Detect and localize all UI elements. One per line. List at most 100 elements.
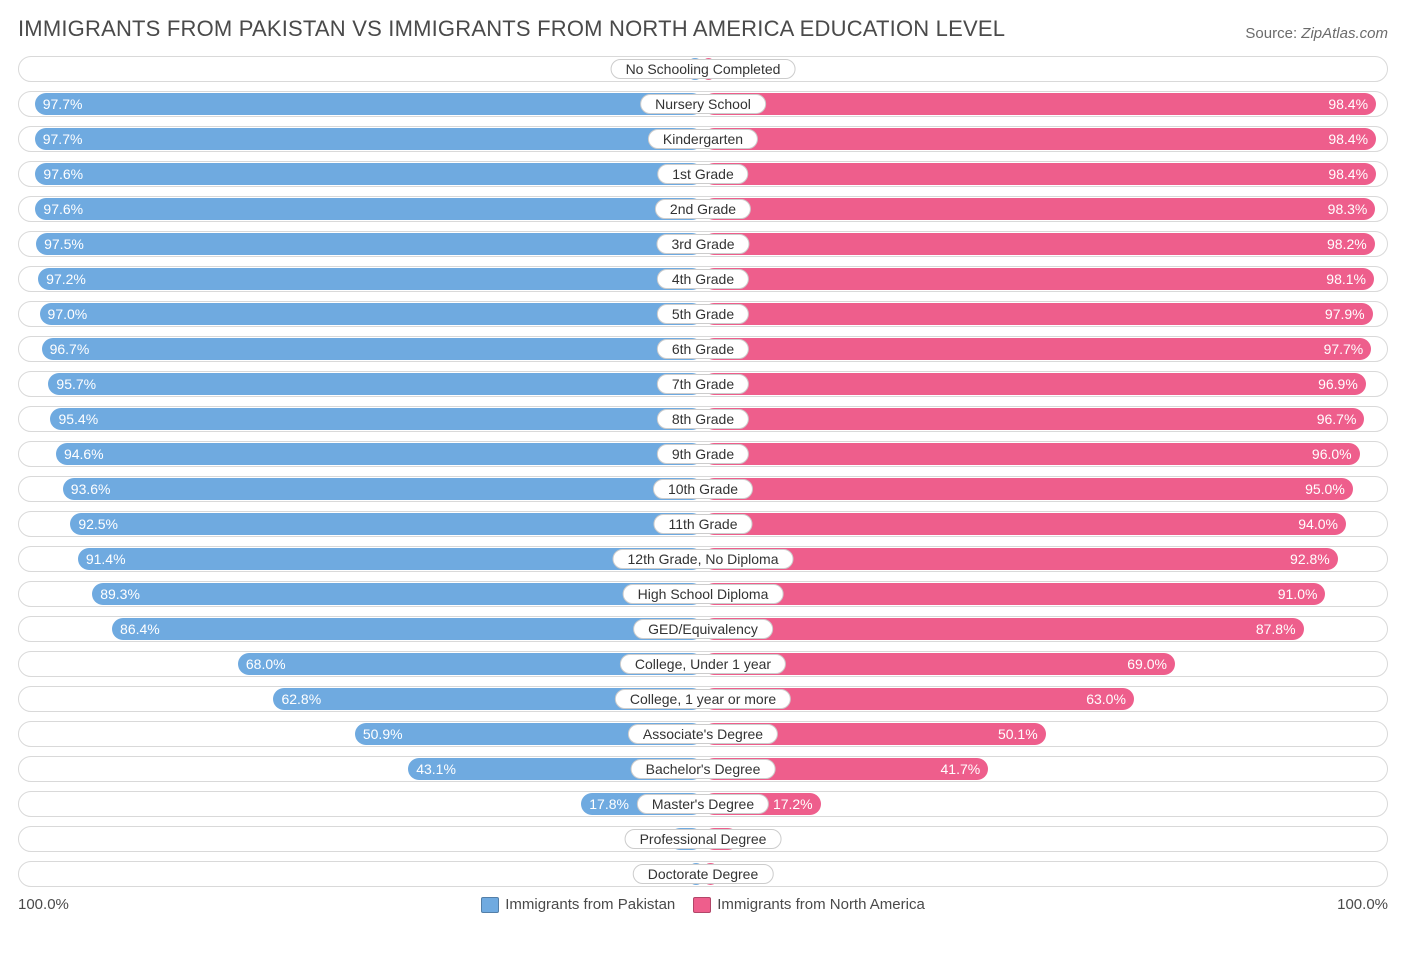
value-left: 62.8% xyxy=(281,691,321,707)
legend-swatch-left xyxy=(481,897,499,913)
bar-right xyxy=(703,163,1376,185)
chart-row: 97.7% 98.4% Kindergarten xyxy=(18,126,1388,152)
bar-left xyxy=(78,548,703,570)
category-label: Doctorate Degree xyxy=(633,864,774,884)
value-left: 97.7% xyxy=(43,96,83,112)
legend: Immigrants from Pakistan Immigrants from… xyxy=(69,896,1337,913)
value-left: 89.3% xyxy=(100,586,140,602)
chart-row: 62.8%63.0%College, 1 year or more xyxy=(18,686,1388,712)
chart-row: 89.3% 91.0% High School Diploma xyxy=(18,581,1388,607)
category-label: 1st Grade xyxy=(657,164,748,184)
category-label: Bachelor's Degree xyxy=(631,759,776,779)
category-label: 12th Grade, No Diploma xyxy=(613,549,794,569)
bar-left xyxy=(112,618,703,640)
category-label: Kindergarten xyxy=(648,129,758,149)
axis-right-max: 100.0% xyxy=(1337,896,1388,913)
value-right: 41.7% xyxy=(941,761,981,777)
bar-left xyxy=(35,93,703,115)
bar-left xyxy=(50,408,703,430)
category-label: 8th Grade xyxy=(657,409,749,429)
value-right: 98.1% xyxy=(1326,271,1366,287)
category-label: Professional Degree xyxy=(625,829,782,849)
chart-row: 97.6%98.4%1st Grade xyxy=(18,161,1388,187)
chart-row: 2.3%1.6%No Schooling Completed xyxy=(18,56,1388,82)
chart-row: 2.1%2.2%Doctorate Degree xyxy=(18,861,1388,887)
bar-left xyxy=(38,268,703,290)
chart-row: 43.1%41.7%Bachelor's Degree xyxy=(18,756,1388,782)
value-right: 98.4% xyxy=(1328,131,1368,147)
bar-left xyxy=(35,128,703,150)
value-right: 87.8% xyxy=(1256,621,1296,637)
value-left: 91.4% xyxy=(86,551,126,567)
bar-right xyxy=(703,233,1375,255)
value-left: 68.0% xyxy=(246,656,286,672)
value-left: 94.6% xyxy=(64,446,104,462)
bar-left xyxy=(63,478,703,500)
chart-row: 97.6%98.3%2nd Grade xyxy=(18,196,1388,222)
category-label: College, Under 1 year xyxy=(620,654,786,674)
legend-item-left: Immigrants from Pakistan xyxy=(481,896,675,913)
value-right: 95.0% xyxy=(1305,481,1345,497)
chart-row: 96.7%97.7%6th Grade xyxy=(18,336,1388,362)
legend-item-right: Immigrants from North America xyxy=(693,896,925,913)
value-left: 97.0% xyxy=(48,306,88,322)
category-label: GED/Equivalency xyxy=(633,619,773,639)
value-left: 95.4% xyxy=(58,411,98,427)
chart-source: Source: ZipAtlas.com xyxy=(1245,25,1388,42)
bar-left xyxy=(40,303,703,325)
source-name: ZipAtlas.com xyxy=(1301,25,1388,42)
chart-row: 91.4% 92.8% 12th Grade, No Diploma xyxy=(18,546,1388,572)
value-left: 97.2% xyxy=(46,271,86,287)
category-label: 3rd Grade xyxy=(656,234,749,254)
value-left: 97.7% xyxy=(43,131,83,147)
bar-right xyxy=(703,548,1338,570)
category-label: 6th Grade xyxy=(657,339,749,359)
chart-row: 97.7%98.4%Nursery School xyxy=(18,91,1388,117)
value-left: 93.6% xyxy=(71,481,111,497)
bar-left xyxy=(70,513,703,535)
bar-left xyxy=(35,163,703,185)
bar-right xyxy=(703,478,1353,500)
bar-right xyxy=(703,583,1325,605)
value-right: 98.2% xyxy=(1327,236,1367,252)
category-label: Master's Degree xyxy=(637,794,769,814)
chart-row: 97.0% 97.9% 5th Grade xyxy=(18,301,1388,327)
value-right: 91.0% xyxy=(1278,586,1318,602)
value-left: 95.7% xyxy=(56,376,96,392)
chart-row: 94.6%96.0%9th Grade xyxy=(18,441,1388,467)
bar-left xyxy=(92,583,703,605)
bar-right xyxy=(703,128,1376,150)
bar-right xyxy=(703,338,1371,360)
category-label: 7th Grade xyxy=(657,374,749,394)
source-label: Source: xyxy=(1245,25,1297,42)
value-right: 98.3% xyxy=(1328,201,1368,217)
category-label: No Schooling Completed xyxy=(611,59,796,79)
diverging-bar-chart: 2.3%1.6%No Schooling Completed97.7%98.4%… xyxy=(18,56,1388,887)
bar-right xyxy=(703,443,1360,465)
chart-row: 95.7% 96.9% 7th Grade xyxy=(18,371,1388,397)
value-right: 96.9% xyxy=(1318,376,1358,392)
value-right: 97.9% xyxy=(1325,306,1365,322)
chart-row: 68.0%69.0%College, Under 1 year xyxy=(18,651,1388,677)
value-left: 17.8% xyxy=(589,796,629,812)
value-right: 63.0% xyxy=(1086,691,1126,707)
category-label: 4th Grade xyxy=(657,269,749,289)
category-label: High School Diploma xyxy=(623,584,784,604)
value-right: 96.7% xyxy=(1317,411,1357,427)
chart-row: 86.4% 87.8% GED/Equivalency xyxy=(18,616,1388,642)
category-label: 5th Grade xyxy=(657,304,749,324)
legend-label-right: Immigrants from North America xyxy=(717,896,925,913)
chart-row: 97.5% 98.2% 3rd Grade xyxy=(18,231,1388,257)
value-left: 97.5% xyxy=(44,236,84,252)
value-left: 50.9% xyxy=(363,726,403,742)
axis-left-max: 100.0% xyxy=(18,896,69,913)
value-right: 92.8% xyxy=(1290,551,1330,567)
value-left: 86.4% xyxy=(120,621,160,637)
bar-right xyxy=(703,373,1366,395)
chart-row: 17.8%17.2%Master's Degree xyxy=(18,791,1388,817)
bar-left xyxy=(56,443,703,465)
bar-left xyxy=(48,373,703,395)
chart-footer: 100.0% Immigrants from Pakistan Immigran… xyxy=(18,896,1388,913)
legend-swatch-right xyxy=(693,897,711,913)
value-right: 96.0% xyxy=(1312,446,1352,462)
